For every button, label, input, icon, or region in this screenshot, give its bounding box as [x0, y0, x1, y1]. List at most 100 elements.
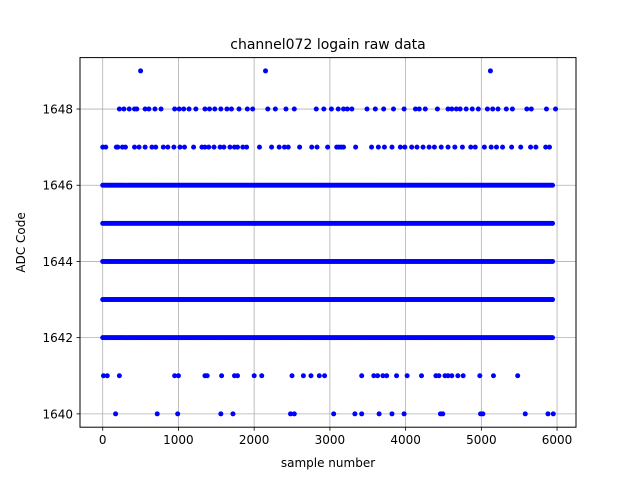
- data-point: [414, 144, 420, 150]
- data-point: [175, 373, 181, 379]
- data-point: [341, 106, 347, 112]
- data-point: [475, 106, 481, 112]
- data-point: [543, 144, 549, 150]
- data-point: [389, 144, 395, 150]
- data-point: [412, 106, 418, 112]
- data-point: [115, 144, 121, 150]
- data-point: [230, 411, 236, 417]
- data-point: [488, 144, 494, 150]
- data-point: [289, 373, 295, 379]
- data-point: [116, 373, 122, 379]
- data-point: [484, 106, 490, 112]
- data-point: [138, 68, 144, 74]
- data-point: [422, 106, 428, 112]
- data-point: [468, 144, 474, 150]
- data-point: [149, 144, 155, 150]
- data-point: [313, 106, 319, 112]
- data-point: [217, 144, 223, 150]
- data-point: [359, 373, 365, 379]
- data-point: [251, 373, 257, 379]
- data-point: [449, 106, 455, 112]
- data-point: [515, 373, 521, 379]
- data-point: [165, 144, 171, 150]
- data-point: [359, 411, 365, 417]
- data-point: [224, 106, 230, 112]
- data-point: [420, 144, 426, 150]
- data-point: [545, 411, 551, 417]
- data-point: [341, 144, 347, 150]
- x-tick-label: 5000: [466, 433, 497, 447]
- data-point: [328, 106, 334, 112]
- data-point: [445, 373, 451, 379]
- data-point: [453, 106, 459, 112]
- data-point: [524, 106, 530, 112]
- data-point: [438, 144, 444, 150]
- data-point: [291, 411, 297, 417]
- data-point: [449, 373, 455, 379]
- data-point: [331, 411, 337, 417]
- data-point: [335, 106, 341, 112]
- data-point: [402, 144, 408, 150]
- data-point: [181, 106, 187, 112]
- data-point: [528, 144, 534, 150]
- data-point: [372, 106, 378, 112]
- data-point: [349, 106, 355, 112]
- data-point: [490, 373, 496, 379]
- data-point: [272, 106, 278, 112]
- data-point: [158, 106, 164, 112]
- data-point: [495, 106, 501, 112]
- data-point: [389, 411, 395, 417]
- data-point: [452, 144, 458, 150]
- data-point: [463, 106, 469, 112]
- data-point: [142, 106, 148, 112]
- data-point: [218, 106, 224, 112]
- data-point: [113, 411, 119, 417]
- data-point: [455, 373, 461, 379]
- data-point: [533, 144, 539, 150]
- data-point: [469, 106, 475, 112]
- data-point: [153, 144, 159, 150]
- data-point: [375, 373, 381, 379]
- data-point: [550, 182, 556, 188]
- data-point: [206, 106, 212, 112]
- data-point: [460, 373, 466, 379]
- plot-frame: [79, 57, 577, 428]
- data-point: [300, 373, 306, 379]
- data-point: [352, 411, 358, 417]
- data-point: [122, 144, 128, 150]
- y-tick-label: 1646: [42, 179, 73, 193]
- data-point: [481, 144, 487, 150]
- data-point: [235, 373, 241, 379]
- data-point: [291, 106, 297, 112]
- data-point: [276, 144, 282, 150]
- data-point: [459, 144, 465, 150]
- data-point: [142, 144, 148, 150]
- data-point: [445, 144, 451, 150]
- x-tick-label: 3000: [315, 433, 346, 447]
- data-point: [175, 411, 181, 417]
- data-point: [321, 106, 327, 112]
- data-point: [104, 373, 110, 379]
- data-point: [212, 106, 218, 112]
- data-point: [553, 106, 559, 112]
- data-point: [116, 106, 122, 112]
- data-point: [353, 144, 359, 150]
- data-point: [265, 106, 271, 112]
- x-tick-label: 2000: [239, 433, 270, 447]
- y-axis-label: ADC Code: [14, 212, 28, 272]
- data-point: [550, 411, 556, 417]
- data-point: [204, 373, 210, 379]
- data-point: [397, 144, 403, 150]
- data-point: [235, 144, 241, 150]
- data-point: [154, 411, 160, 417]
- data-point: [431, 144, 437, 150]
- data-point: [371, 373, 377, 379]
- data-point: [219, 373, 225, 379]
- data-point: [250, 106, 256, 112]
- data-point: [404, 373, 410, 379]
- data-point: [416, 106, 422, 112]
- data-point: [132, 144, 138, 150]
- data-point: [146, 106, 152, 112]
- data-point: [218, 411, 224, 417]
